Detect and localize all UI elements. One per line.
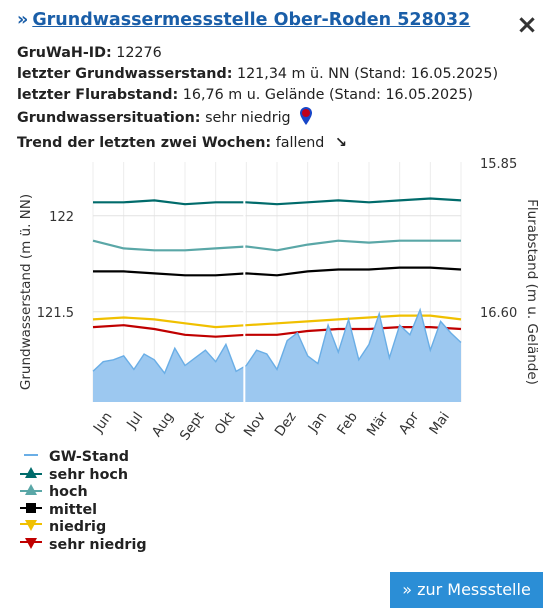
x-tick-label: Feb <box>334 409 361 438</box>
series-hoch-line <box>92 239 461 252</box>
y2-tick-label: 16.60 <box>480 306 517 321</box>
x-tick-label: Jun <box>90 409 116 436</box>
depth-value: 16,76 m u. Gelände (Stand: 16.05.2025) <box>182 87 473 103</box>
legend-label: sehr niedrig <box>49 536 147 553</box>
level-label: letzter Grundwasserstand: <box>17 66 233 82</box>
legend-item[interactable]: hoch <box>20 482 147 500</box>
series-gw-stand-line <box>92 307 462 375</box>
y-tick-label: 121.5 <box>37 306 74 321</box>
x-tick-label: Okt <box>212 409 239 438</box>
x-tick-label: Sept <box>177 409 208 443</box>
legend-marker-icon <box>20 484 42 496</box>
info-row-level: letzter Grundwasserstand: 121,34 m ü. NN… <box>17 64 498 85</box>
legend-item[interactable]: niedrig <box>20 517 147 535</box>
x-tick-label: Aug <box>149 409 177 440</box>
series-mittel-line <box>93 266 462 277</box>
series-niedrig-line <box>92 314 462 329</box>
situation-label: Grundwassersituation: <box>17 110 201 126</box>
legend-marker-icon <box>20 520 42 532</box>
info-row-trend: Trend der letzten zwei Wochen: fallend ↘ <box>17 133 498 154</box>
info-row-id: GruWaH-ID: 12276 <box>17 43 498 64</box>
map-pin-icon <box>299 106 313 133</box>
trend-value: fallend <box>275 135 325 151</box>
series-sehr-hoch-line <box>93 197 462 206</box>
chart-legend: GW-Stand sehr hoch hoch mittel niedrig sehr n… <box>20 447 147 553</box>
info-row-depth: letzter Flurabstand: 16,76 m u. Gelände … <box>17 85 498 106</box>
goto-station-label: zur Messstelle <box>417 580 531 599</box>
station-title-text: Grundwassermessstelle Ober-Roden 528032 <box>32 10 471 30</box>
trend-label: Trend der letzten zwei Wochen: <box>17 135 272 151</box>
depth-label: letzter Flurabstand: <box>17 87 179 103</box>
legend-marker-icon <box>20 466 42 478</box>
id-value: 12276 <box>116 45 162 61</box>
title-row: » Grundwassermessstelle Ober-Roden 528032… <box>17 8 538 38</box>
legend-item[interactable]: sehr niedrig <box>20 535 147 553</box>
legend-item[interactable]: mittel <box>20 500 147 518</box>
x-tick-label: Apr <box>396 409 423 438</box>
y-tick-label: 122 <box>49 210 74 225</box>
level-value: 121,34 m ü. NN (Stand: 16.05.2025) <box>236 66 499 82</box>
legend-label: niedrig <box>49 519 107 536</box>
x-tick-label: Mai <box>426 409 453 438</box>
chevron-right-icon: » <box>402 580 418 599</box>
legend-marker-icon <box>24 454 38 456</box>
y2-tick-label: 15.85 <box>480 157 517 172</box>
x-tick-label: Dez <box>272 409 300 439</box>
goto-station-button[interactable]: » zur Messstelle <box>390 572 543 608</box>
x-tick-label: Jul <box>123 409 146 432</box>
id-label: GruWaH-ID: <box>17 45 112 61</box>
series-gw-stand-area <box>93 309 461 402</box>
legend-marker-icon <box>20 502 42 513</box>
y2-axis-title: Flurabstand (m u. Gelände) <box>524 199 540 385</box>
close-button[interactable]: × <box>516 10 538 40</box>
trend-arrow-icon: ↘ <box>334 135 347 151</box>
x-tick-label: Jan <box>305 409 331 436</box>
legend-label: hoch <box>49 484 88 501</box>
legend-label: sehr hoch <box>49 466 129 483</box>
station-info: GruWaH-ID: 12276 letzter Grundwasserstan… <box>17 43 498 154</box>
legend-item[interactable]: GW-Stand <box>20 447 147 465</box>
y-axis-title: Grundwasserstand (m ü. NN) <box>18 194 34 390</box>
legend-label: GW-Stand <box>49 449 129 465</box>
legend-item[interactable]: sehr hoch <box>20 465 147 483</box>
x-tick-label: Mär <box>364 409 392 439</box>
info-row-situation: Grundwassersituation: sehr niedrig <box>17 106 498 133</box>
station-title-link[interactable]: » Grundwassermessstelle Ober-Roden 528032 <box>17 10 470 30</box>
legend-label: mittel <box>49 501 98 518</box>
legend-marker-icon <box>20 537 42 549</box>
situation-value: sehr niedrig <box>205 110 291 126</box>
double-chevron-right-icon: » <box>17 10 29 30</box>
x-tick-label: Nov <box>241 409 269 440</box>
groundwater-chart: 122 121.5 15.85 16.60 Grundwasserstand (m ü.… <box>18 157 540 443</box>
